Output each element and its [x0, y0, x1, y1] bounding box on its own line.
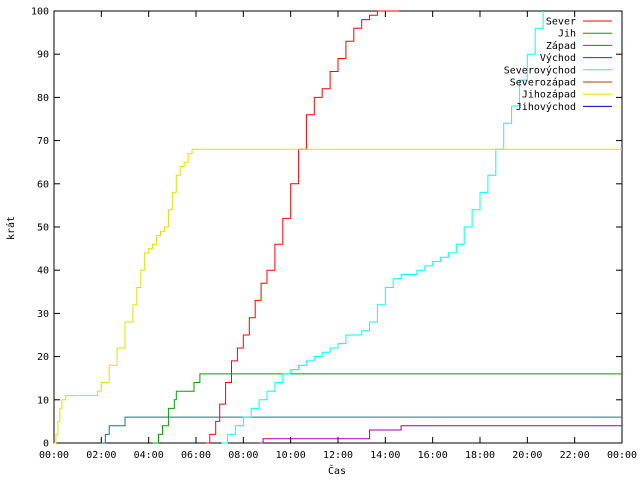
- x-tick-label: 16:00: [418, 450, 448, 461]
- y-tick-label: 100: [31, 7, 49, 18]
- y-tick-label: 0: [43, 439, 49, 450]
- legend-label: Jih: [558, 29, 576, 40]
- x-tick-label: 00:00: [39, 450, 69, 461]
- x-tick-label: 22:00: [560, 450, 590, 461]
- y-axis-label: krát: [5, 216, 17, 240]
- y-tick-label: 30: [37, 309, 49, 320]
- y-tick-label: 10: [37, 395, 49, 406]
- legend-label: Jihozápad: [522, 89, 576, 101]
- y-tick-label: 60: [37, 179, 49, 190]
- y-tick-label: 40: [37, 266, 49, 277]
- x-tick-label: 04:00: [134, 450, 164, 461]
- x-tick-label: 02:00: [86, 450, 116, 461]
- y-tick-label: 20: [37, 352, 49, 363]
- x-tick-label: 10:00: [276, 450, 306, 461]
- legend-label: Jihovýchod: [516, 101, 576, 113]
- legend-label: Východ: [540, 52, 576, 64]
- legend-label: Severovýchod: [504, 64, 576, 76]
- x-tick-label: 00:00: [607, 450, 637, 461]
- x-tick-label: 12:00: [323, 450, 353, 461]
- x-tick-label: 06:00: [181, 450, 211, 461]
- legend-label: Severozápad: [510, 77, 576, 89]
- series-lines: [54, 10, 622, 444]
- x-tick-label: 18:00: [465, 450, 495, 461]
- y-tick-label: 90: [37, 50, 49, 61]
- axes: 0 10 20 30 40 50 60 70 80 90 100 00:00 02:00 04:00 06:…: [31, 7, 637, 462]
- y-tick-label: 70: [37, 136, 49, 147]
- series-line-2: [101, 416, 622, 444]
- x-tick-label: 14:00: [370, 450, 400, 461]
- y-tick-label: 80: [37, 93, 49, 104]
- series-line-3: [259, 425, 622, 444]
- x-tick-label: 08:00: [228, 450, 258, 461]
- legend-label: Západ: [546, 40, 576, 52]
- x-axis-label: Čas: [328, 464, 346, 477]
- legend-label: Sever: [546, 17, 576, 28]
- series-line-1: [152, 373, 622, 444]
- x-tick-label: 20:00: [512, 450, 542, 461]
- y-tick-label: 50: [37, 223, 49, 234]
- series-line-6: [54, 148, 622, 444]
- legend: SeverJihZápadVýchodSeverovýchodSeverozáp…: [504, 17, 612, 113]
- series-line-4: [221, 11, 544, 444]
- series-line-0: [205, 10, 400, 444]
